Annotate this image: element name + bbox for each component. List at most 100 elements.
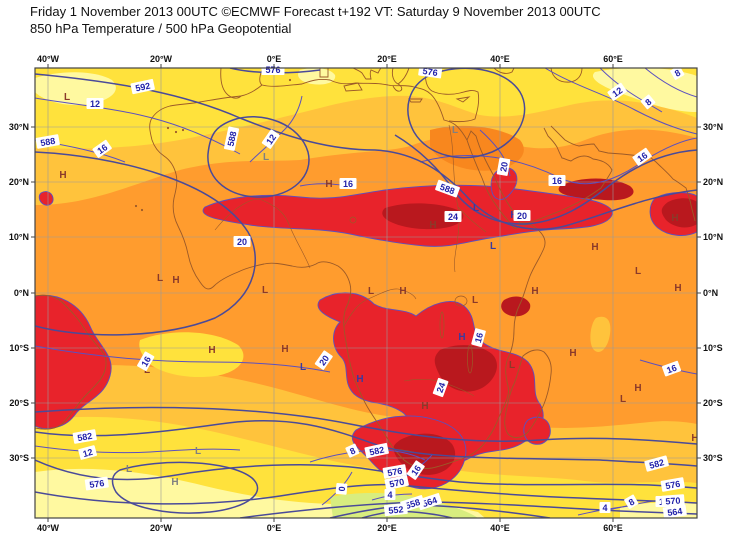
svg-text:16: 16: [409, 463, 423, 477]
svg-text:582: 582: [77, 431, 94, 443]
shading-region: [382, 203, 464, 230]
coastline: [220, 68, 242, 99]
shading-region: [35, 68, 697, 149]
low-marker: L: [64, 92, 70, 103]
lake: [439, 311, 445, 339]
lon-label-top: 60°E: [603, 54, 623, 64]
svg-text:8: 8: [348, 446, 357, 457]
contour-label: 16: [92, 139, 112, 158]
coastline: [466, 127, 613, 224]
lon-label-bottom: 40°E: [490, 523, 510, 533]
geopotential-line: [239, 501, 697, 518]
lat-label-right: 20°N: [703, 177, 723, 187]
contour-label: 16: [632, 147, 652, 166]
geopotential-line: [35, 73, 697, 230]
hl-markers: HLHLLHLHLHLHLHHLHHHLHHLHLLHHLHHLHLLH: [59, 92, 697, 488]
svg-text:16: 16: [665, 363, 678, 376]
high-marker: H: [281, 344, 288, 355]
contour-label: 8: [345, 443, 360, 458]
high-marker: H: [172, 275, 179, 286]
coastline: [352, 68, 382, 80]
svg-text:582: 582: [648, 457, 665, 471]
low-marker: L: [300, 362, 306, 373]
low-marker: L: [635, 266, 641, 277]
svg-text:582: 582: [368, 445, 385, 458]
contour-label: 576: [660, 477, 685, 492]
contour-label: 592: [130, 78, 155, 95]
lon-label-top: 40°W: [37, 54, 60, 64]
high-marker: H: [458, 332, 465, 343]
island: [134, 204, 138, 208]
svg-text:4: 4: [387, 490, 392, 500]
svg-text:570: 570: [388, 477, 405, 490]
lon-label-top: 0°E: [267, 54, 282, 64]
isotherm-line: [35, 97, 241, 155]
contour-label: 4: [384, 489, 396, 500]
svg-text:576: 576: [665, 479, 682, 491]
map-header: Friday 1 November 2013 00UTC ©ECMWF Fore…: [30, 3, 601, 37]
svg-text:12: 12: [610, 85, 624, 99]
geopotential-line: [111, 461, 259, 514]
temperature-shading: [35, 68, 697, 518]
svg-text:20: 20: [498, 161, 510, 173]
geopotential-line: [35, 406, 697, 445]
low-marker: L: [195, 446, 201, 457]
svg-text:570: 570: [665, 495, 681, 506]
svg-text:16: 16: [635, 150, 649, 164]
shading-region: [35, 294, 112, 429]
contour-label: 20: [233, 236, 251, 247]
contour-label: 12: [607, 82, 627, 101]
island: [181, 128, 185, 132]
coastline: [455, 96, 471, 103]
contour-label: 582: [72, 429, 97, 444]
svg-text:576: 576: [387, 466, 404, 478]
svg-text:8: 8: [643, 97, 653, 108]
svg-text:12: 12: [264, 132, 278, 146]
low-marker: L: [157, 273, 163, 284]
svg-text:588: 588: [226, 130, 239, 147]
svg-text:16: 16: [473, 332, 485, 344]
river: [214, 198, 311, 269]
coastline: [35, 294, 107, 430]
svg-text:8: 8: [627, 497, 636, 508]
svg-text:552: 552: [388, 504, 404, 516]
svg-text:564: 564: [667, 506, 683, 518]
lat-label-right: 0°N: [703, 288, 718, 298]
lat-label-right: 10°N: [703, 232, 723, 242]
svg-text:16: 16: [552, 176, 562, 186]
lon-label-bottom: 60°E: [603, 523, 623, 533]
svg-text:24: 24: [435, 381, 448, 394]
svg-text:16: 16: [343, 179, 353, 189]
shading-region: [593, 68, 697, 112]
low-marker: L: [144, 365, 150, 376]
low-marker: L: [452, 125, 458, 136]
low-marker: L: [368, 286, 374, 297]
lake: [349, 216, 357, 224]
isotherm-line: [35, 345, 331, 373]
svg-text:12: 12: [90, 99, 100, 109]
contour-label: 588: [223, 126, 240, 151]
contour-label: 20: [314, 350, 333, 370]
island: [174, 130, 178, 134]
shading-region: [317, 292, 544, 464]
low-marker: L: [126, 464, 132, 475]
coastline: [424, 68, 480, 123]
svg-text:24: 24: [448, 212, 458, 222]
lat-label-right: 20°S: [703, 398, 723, 408]
shading-region: [661, 198, 697, 228]
low-marker: L: [509, 360, 515, 371]
high-marker: H: [429, 220, 436, 231]
low-marker: L: [263, 152, 269, 163]
contour-label: 582: [644, 455, 669, 472]
coastline: [550, 125, 696, 222]
geopotential-line: [394, 134, 697, 225]
lon-label-bottom: 40°W: [37, 523, 60, 533]
lake: [467, 344, 473, 374]
high-marker: H: [591, 242, 598, 253]
high-marker: H: [569, 348, 576, 359]
isotherm-line: [479, 129, 511, 177]
island: [288, 78, 292, 82]
coastline: [319, 68, 329, 78]
contour-label: 588: [435, 179, 460, 198]
